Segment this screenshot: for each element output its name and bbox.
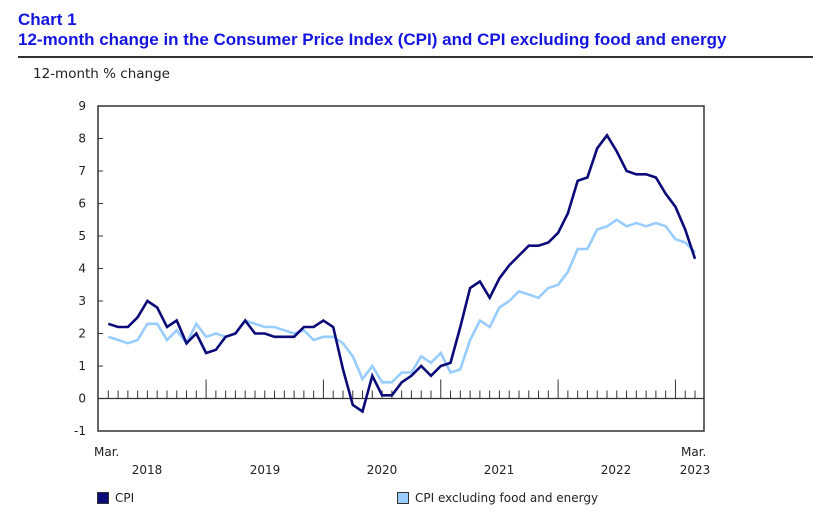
legend-label-cpi: CPI <box>115 491 135 505</box>
series-group <box>107 132 697 414</box>
y-axis-label: 12-month % change <box>33 66 170 82</box>
x-axis-labels: Mar. Mar. 2018 2019 2020 2021 2022 2023 <box>94 445 710 477</box>
chart-number: Chart 1 <box>18 10 77 29</box>
y-axis: -1 0 1 2 3 4 5 6 7 8 9 <box>74 99 103 438</box>
chart-header: Chart 1 12-month change in the Consumer … <box>18 10 813 50</box>
legend-item-cpi: CPI <box>97 491 134 505</box>
y-tick-label: 3 <box>78 294 86 308</box>
y-tick-label: 5 <box>78 229 86 243</box>
legend-item-cpi-core: CPI excluding food and energy <box>397 491 598 505</box>
y-tick-label: -1 <box>74 424 86 438</box>
y-tick-label: 4 <box>78 262 86 276</box>
series-line-cpi <box>107 132 697 414</box>
x-start-month-label: Mar. <box>94 445 119 459</box>
legend-label-cpi-core: CPI excluding food and energy <box>415 491 599 505</box>
x-year-label-2021: 2021 <box>484 463 515 477</box>
y-tick-label: 1 <box>78 359 86 373</box>
plot-frame <box>97 105 705 432</box>
x-year-label-2023: 2023 <box>680 463 711 477</box>
y-tick-label: 7 <box>78 164 86 178</box>
y-tick-label: 9 <box>78 99 86 113</box>
x-axis <box>98 379 704 400</box>
x-year-label-2018: 2018 <box>132 463 163 477</box>
y-tick-label: 2 <box>78 327 86 341</box>
x-year-label-2022: 2022 <box>601 463 632 477</box>
x-end-month-label: Mar. <box>681 445 706 459</box>
y-tick-label: 0 <box>78 392 86 406</box>
series-line-cpi-excluding-food-energy <box>107 218 696 384</box>
legend-swatch-cpi <box>97 492 109 504</box>
chart-title: 12-month change in the Consumer Price In… <box>18 30 727 49</box>
x-year-label-2019: 2019 <box>250 463 281 477</box>
y-tick-label: 8 <box>78 132 86 146</box>
title-divider <box>18 56 813 58</box>
y-tick-label: 6 <box>78 197 86 211</box>
legend-swatch-cpi-core <box>397 492 409 504</box>
x-year-label-2020: 2020 <box>367 463 398 477</box>
